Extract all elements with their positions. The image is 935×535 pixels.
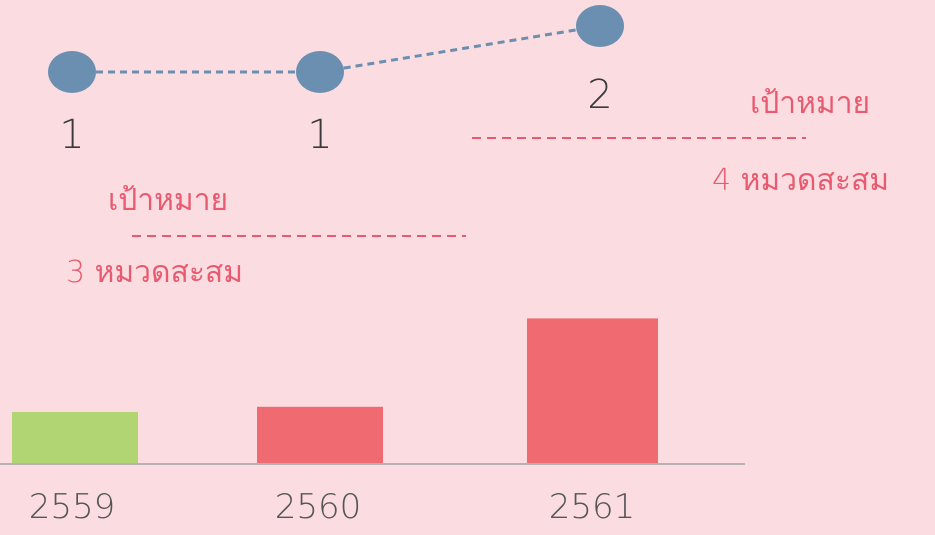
target-2-title: เป้าหมาย — [750, 86, 870, 121]
line-series: 1 1 2 — [48, 5, 624, 158]
bar-series — [12, 318, 658, 464]
tick-label-2561: 2561 — [549, 487, 636, 527]
tick-label-2560: 2560 — [275, 487, 362, 527]
bar-2560 — [257, 407, 383, 464]
bar-2561 — [527, 318, 658, 464]
line-point-2560 — [296, 51, 344, 93]
bar-2559 — [12, 412, 138, 464]
target-2-subtitle: 4 หมวดสะสม — [712, 163, 889, 198]
target-1-title: เป้าหมาย — [108, 183, 228, 218]
tick-label-2559: 2559 — [29, 487, 116, 527]
line-point-2559 — [48, 51, 96, 93]
target-annotation-1: เป้าหมาย 3 หมวดสะสม — [66, 183, 466, 290]
target-annotation-2: เป้าหมาย 4 หมวดสะสม — [472, 86, 889, 198]
line-point-2561 — [576, 5, 624, 47]
line-segment-2 — [320, 26, 600, 72]
point-label-2561: 2 — [587, 72, 612, 118]
target-1-subtitle: 3 หมวดสะสม — [66, 255, 243, 290]
point-label-2560: 1 — [307, 112, 332, 158]
x-axis-ticks: 2559 2560 2561 — [29, 487, 636, 527]
point-label-2559: 1 — [59, 112, 84, 158]
